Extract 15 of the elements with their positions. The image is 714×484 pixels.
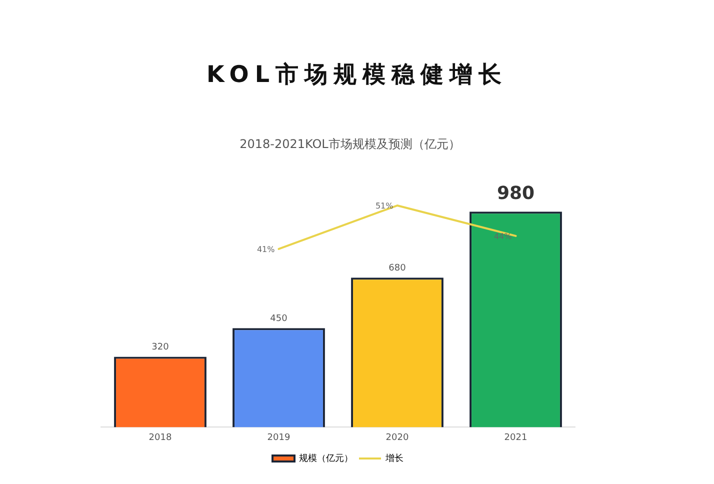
data-label: 450 bbox=[270, 314, 288, 324]
x-tick-label: 2020 bbox=[386, 432, 409, 443]
data-label: 51% bbox=[375, 202, 394, 211]
data-label: 680 bbox=[388, 263, 406, 274]
data-label: 320 bbox=[152, 342, 170, 353]
x-tick-label: 2018 bbox=[148, 432, 172, 443]
chart-subtitle: 2018-2021KOL市场规模及预测（亿元） bbox=[238, 136, 462, 153]
legend-label: 增长 bbox=[384, 452, 404, 464]
x-tick-label: 2021 bbox=[504, 432, 528, 443]
data-label: 44% bbox=[494, 232, 512, 242]
legend-label: 规模（亿元） bbox=[299, 452, 353, 464]
data-label: 41% bbox=[256, 245, 276, 254]
data-label: 980 bbox=[496, 183, 535, 204]
x-tick-label: 2019 bbox=[267, 432, 290, 443]
chart-title: KOL市场规模稳健增长 bbox=[206, 61, 508, 90]
